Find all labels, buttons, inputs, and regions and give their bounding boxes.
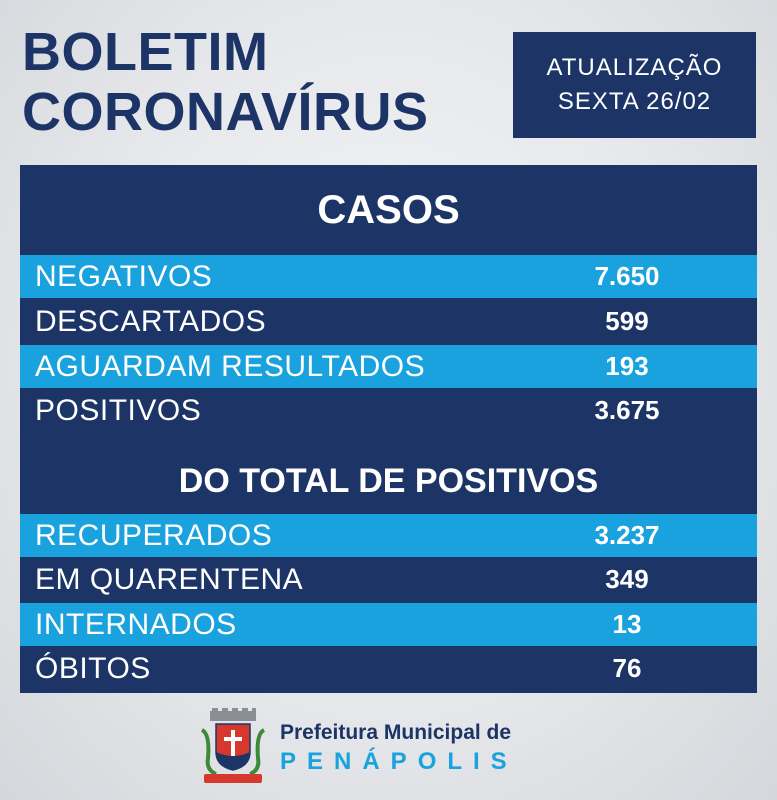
positives-heading: DO TOTAL DE POSITIVOS	[178, 462, 599, 500]
update-label: ATUALIZAÇÃO	[546, 54, 723, 81]
stat-label: NEGATIVOS	[35, 259, 213, 293]
stat-value: 349	[605, 564, 649, 594]
stat-value: 13	[612, 609, 642, 639]
footer-logo: Prefeitura Municipal de PENÁPOLIS	[198, 708, 518, 788]
stat-row: DESCARTADOS 599	[20, 300, 757, 343]
stat-label: INTERNADOS	[35, 607, 237, 641]
stat-label: RECUPERADOS	[35, 518, 273, 552]
stat-value: 599	[605, 306, 649, 336]
footer-city: PENÁPOLIS	[280, 748, 518, 775]
stat-label: AGUARDAM RESULTADOS	[35, 349, 426, 383]
stat-value: 76	[612, 653, 642, 683]
stat-row: INTERNADOS 13	[20, 603, 757, 646]
footer-prefecture: Prefeitura Municipal de	[280, 721, 512, 744]
stat-row: RECUPERADOS 3.237	[20, 514, 757, 557]
stat-value: 3.675	[594, 395, 660, 425]
stat-value: 3.237	[594, 520, 660, 550]
stats-panel: CASOS NEGATIVOS 7.650 DESCARTADOS 599 AG…	[20, 165, 757, 693]
city-coat-of-arms-icon	[200, 708, 266, 783]
title-line-1: BOLETIM	[22, 22, 269, 82]
stat-label: DESCARTADOS	[35, 304, 267, 338]
title-line-2: CORONAVÍRUS	[22, 82, 429, 142]
stat-label: ÓBITOS	[35, 651, 151, 685]
stat-row: NEGATIVOS 7.650	[20, 255, 757, 298]
stat-row: POSITIVOS 3.675	[20, 389, 757, 432]
stat-row: EM QUARENTENA 349	[20, 558, 757, 601]
stat-value: 193	[605, 351, 649, 381]
bulletin-title: BOLETIM CORONAVÍRUS	[22, 22, 429, 142]
cases-heading: CASOS	[317, 188, 460, 232]
update-date: SEXTA 26/02	[557, 88, 712, 115]
stat-value: 7.650	[594, 261, 660, 291]
stat-row: ÓBITOS 76	[20, 647, 757, 690]
update-date-box: ATUALIZAÇÃO SEXTA 26/02	[513, 32, 756, 138]
stat-label: EM QUARENTENA	[35, 562, 304, 596]
footer-text: Prefeitura Municipal de PENÁPOLIS	[280, 719, 518, 777]
stat-row: AGUARDAM RESULTADOS 193	[20, 345, 757, 388]
stat-label: POSITIVOS	[35, 393, 202, 427]
